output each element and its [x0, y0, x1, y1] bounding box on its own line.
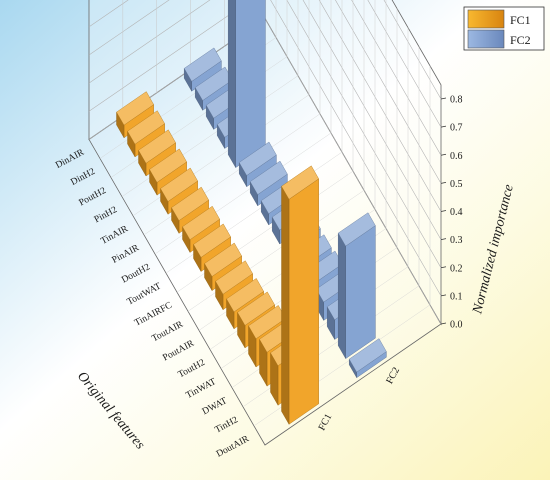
bar-top-face: [348, 338, 387, 373]
bar-top-face: [193, 223, 231, 258]
legend-label-fc2: FC2: [510, 33, 531, 47]
legend: FC1 FC2: [463, 6, 545, 51]
z-tick-label: 0.5: [450, 179, 463, 190]
z-gridline: [367, 0, 442, 128]
bar-fc2-tinair: [227, 0, 266, 169]
bar-top-face: [204, 242, 242, 277]
bar-top-face: [116, 91, 154, 126]
z-tick-label: 0.0: [450, 320, 463, 331]
z-tick-mark: [440, 210, 447, 212]
z-tick-label: 0.7: [450, 123, 463, 134]
z-tick-mark: [440, 97, 447, 100]
legend-item-fc1: FC1: [467, 9, 531, 29]
bar-top-face: [182, 205, 220, 240]
bar-top-face: [149, 148, 187, 183]
z-tick-label: 0.4: [450, 207, 463, 218]
bar-top-face: [337, 212, 376, 247]
z-gridline: [88, 0, 442, 240]
bar-top-face: [171, 186, 209, 221]
bar-side-face: [338, 232, 346, 360]
bar-top-face: [238, 141, 277, 176]
bar-top-face: [281, 165, 319, 200]
legend-swatch-fc1: [467, 9, 505, 29]
z-tick-mark: [440, 181, 447, 184]
z-tick-label: 0.6: [450, 151, 463, 162]
z-tick-mark: [440, 294, 447, 297]
z-tick-label: 0.1: [450, 291, 463, 302]
z-tick-mark: [440, 125, 447, 128]
z-tick-mark: [440, 238, 447, 241]
bar-top-face: [249, 160, 288, 195]
bar-top-face: [127, 110, 165, 145]
bar-front-face: [345, 225, 376, 359]
z-tick-mark: [440, 322, 447, 325]
z-gridline: [88, 0, 442, 297]
bar-side-face: [281, 185, 290, 426]
z-tick-label: 0.8: [450, 95, 463, 106]
z-gridline: [88, 0, 442, 268]
bar-fc2-tinh2: [337, 212, 376, 360]
legend-label-fc1: FC1: [510, 13, 531, 27]
bar-fc2-dinair: [183, 47, 222, 92]
z-gridline: [88, 0, 442, 212]
bar-fc1-doutair: [281, 165, 319, 426]
bar-top-face: [183, 47, 222, 82]
bar-top-face: [226, 278, 264, 313]
bar-top-face: [237, 291, 275, 326]
z-tick-mark: [440, 153, 447, 156]
bar-front-face: [288, 178, 319, 425]
bar-front-face: [235, 0, 266, 168]
bars-layer: [116, 0, 387, 426]
bar-top-face: [160, 167, 198, 202]
z-gridline: [351, 0, 442, 156]
z-gridline: [335, 0, 442, 184]
z-tick-mark: [440, 266, 447, 269]
legend-item-fc2: FC2: [467, 29, 531, 49]
bar-top-face: [194, 66, 233, 101]
bar-fc2-doutair: [348, 338, 387, 379]
bar-top-face: [138, 129, 176, 164]
z-tick-label: 0.2: [450, 263, 463, 274]
legend-swatch-fc2: [467, 29, 505, 49]
bar-top-face: [248, 305, 286, 340]
z-tick-label: 0.3: [450, 235, 463, 246]
bar-top-face: [215, 260, 253, 295]
bar-side-face: [227, 0, 236, 169]
